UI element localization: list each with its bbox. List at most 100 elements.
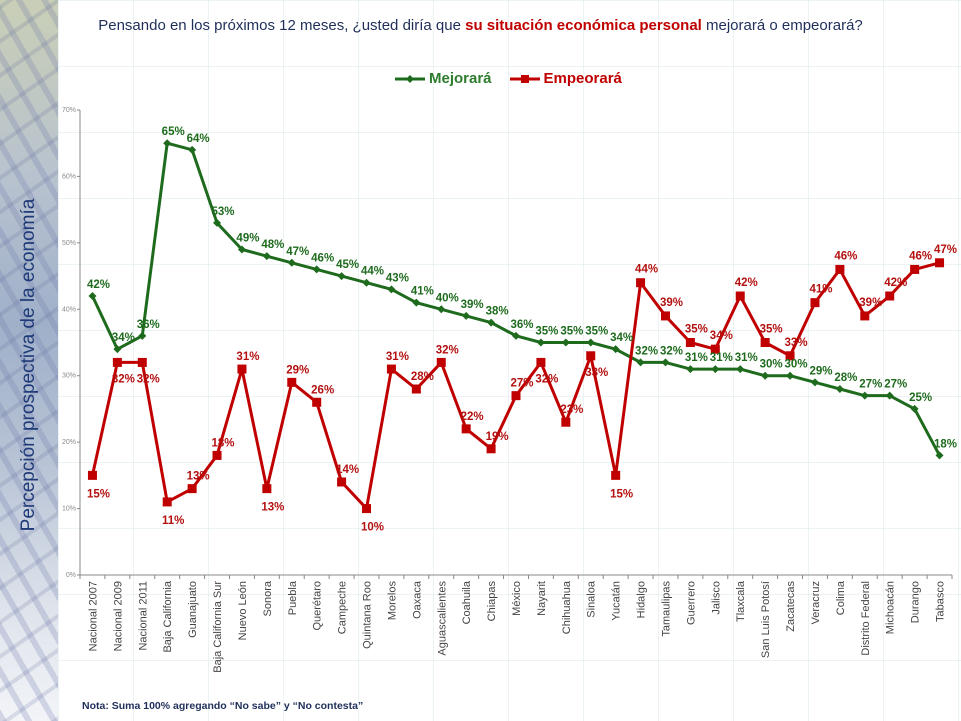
data-label-mejorara: 35% [560, 326, 583, 338]
data-label-empeorara: 22% [461, 411, 484, 423]
x-tick-label: Distrito Federal [860, 581, 872, 656]
x-tick-label: Tabasco [935, 581, 947, 622]
data-point-mejorara [412, 298, 421, 307]
data-point-mejorara [88, 292, 97, 300]
data-label-empeorara: 27% [510, 378, 533, 390]
y-tick-label: 30% [62, 373, 76, 380]
data-label-mejorara: 53% [212, 206, 235, 218]
data-label-empeorara: 32% [112, 373, 135, 385]
data-point-empeorara [636, 278, 646, 288]
data-point-mejorara [786, 371, 795, 380]
data-label-empeorara: 15% [610, 488, 633, 500]
x-tick-label: Nayarit [536, 581, 548, 616]
data-label-mejorara: 30% [785, 359, 808, 371]
data-label-empeorara: 15% [87, 488, 110, 500]
x-tick-label: Chiapas [486, 581, 498, 622]
data-point-empeorara [112, 357, 122, 367]
legend-label-empeorara: Empeorará [543, 70, 622, 87]
data-point-empeorara [885, 291, 895, 301]
y-tick-label: 70% [62, 107, 76, 114]
data-label-mejorara: 47% [286, 246, 309, 258]
data-point-empeorara [436, 357, 446, 367]
data-point-mejorara [860, 391, 869, 400]
data-label-mejorara: 49% [236, 233, 259, 245]
data-label-empeorara: 34% [710, 330, 733, 342]
data-label-mejorara: 27% [884, 379, 907, 391]
data-point-mejorara [188, 145, 197, 154]
data-label-empeorara: 31% [236, 351, 259, 363]
data-point-empeorara [611, 470, 621, 480]
data-point-empeorara [237, 364, 247, 374]
data-label-mejorara: 25% [909, 392, 932, 404]
data-label-empeorara: 10% [361, 522, 384, 534]
y-tick-label: 0% [66, 572, 76, 579]
legend-marker-empeorara [509, 74, 540, 83]
data-point-empeorara [137, 357, 147, 367]
data-point-mejorara [661, 358, 670, 367]
data-point-mejorara [163, 139, 172, 148]
data-point-mejorara [935, 451, 944, 460]
data-label-mejorara: 31% [735, 352, 758, 364]
y-tick-label: 50% [62, 240, 76, 247]
data-point-empeorara [461, 424, 471, 434]
x-tick-label: Baja California Sur [212, 581, 224, 673]
data-point-empeorara [760, 338, 770, 347]
title-part1: Pensando en los próximos 12 meses, ¿uste… [98, 17, 466, 34]
x-tick-label: Tlaxcala [735, 580, 747, 622]
x-tick-label: Campeche [337, 581, 349, 634]
data-label-empeorara: 32% [137, 373, 160, 385]
data-label-mejorara: 27% [859, 379, 882, 391]
y-tick-label: 60% [62, 173, 76, 180]
data-point-empeorara [735, 291, 745, 301]
data-point-mejorara [287, 258, 296, 267]
data-point-mejorara [686, 365, 695, 374]
data-point-mejorara [736, 365, 745, 374]
x-tick-label: Chihuahua [561, 580, 573, 634]
data-label-mejorara: 35% [535, 326, 558, 338]
x-tick-label: Oaxaca [411, 580, 423, 619]
data-point-mejorara [138, 331, 147, 340]
data-label-mejorara: 44% [361, 266, 384, 278]
data-label-mejorara: 46% [311, 252, 334, 264]
data-point-empeorara [910, 264, 920, 274]
data-point-mejorara [262, 252, 271, 261]
data-point-empeorara [187, 484, 197, 494]
data-label-empeorara: 46% [909, 250, 932, 262]
data-label-mejorara: 64% [187, 133, 210, 145]
y-tick-label: 20% [62, 439, 76, 446]
x-tick-label: Colima [835, 580, 847, 615]
data-label-empeorara: 35% [685, 324, 708, 336]
x-tick-label: Sonora [262, 580, 274, 616]
x-tick-label: Nacional 2009 [112, 581, 124, 651]
x-tick-label: Morelos [386, 581, 398, 621]
data-label-empeorara: 29% [286, 364, 309, 376]
x-tick-label: Nacional 2011 [137, 581, 149, 651]
data-label-empeorara: 14% [336, 464, 359, 476]
data-point-mejorara [437, 305, 446, 314]
data-label-empeorara: 18% [212, 437, 235, 449]
y-tick-label: 40% [62, 306, 76, 313]
data-point-empeorara [162, 497, 172, 507]
data-label-empeorara: 39% [859, 297, 882, 309]
legend-marker-mejorara [395, 74, 425, 83]
data-label-mejorara: 18% [934, 438, 957, 450]
data-point-mejorara [362, 278, 371, 287]
x-tick-label: Durango [910, 581, 922, 623]
data-label-mejorara: 36% [510, 319, 533, 331]
data-label-empeorara: 26% [311, 384, 334, 396]
background-pattern [58, 0, 961, 721]
data-label-empeorara: 31% [386, 351, 409, 363]
data-label-mejorara: 35% [585, 326, 608, 338]
x-tick-label: Guanajuato [187, 581, 199, 638]
data-point-empeorara [386, 364, 396, 374]
x-tick-label: Jalisco [710, 581, 722, 615]
data-point-empeorara [262, 484, 272, 494]
x-tick-label: Hidalgo [636, 581, 648, 618]
data-point-mejorara [810, 378, 819, 387]
data-point-mejorara [835, 385, 844, 393]
sidebar-banner: Percepción prospectiva de la economía [0, 0, 58, 721]
data-point-mejorara [462, 311, 471, 320]
data-label-mejorara: 39% [461, 299, 484, 311]
data-point-empeorara [860, 311, 870, 321]
